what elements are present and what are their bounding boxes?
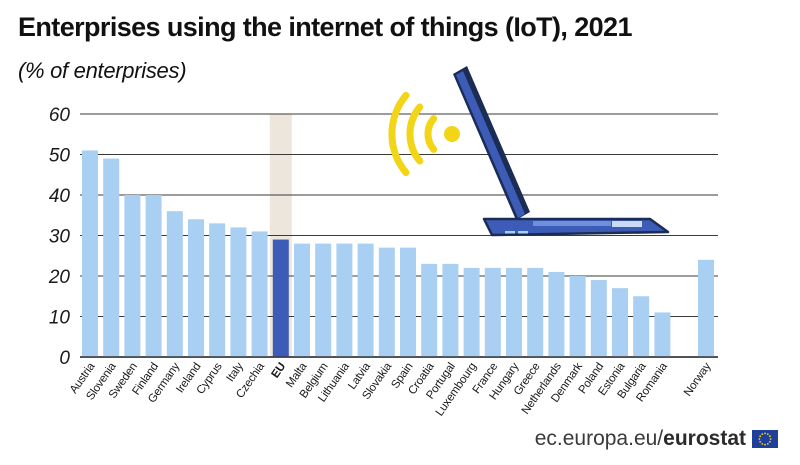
bar-bulgaria	[633, 296, 650, 357]
wifi-arc-inner	[424, 115, 438, 153]
bar-slovakia	[378, 247, 395, 357]
wifi-signal-icon	[388, 91, 460, 177]
bar-hungary	[506, 267, 522, 357]
laptop-screen	[456, 71, 525, 218]
flag-star	[758, 438, 761, 440]
bar-czechia	[251, 231, 268, 357]
bar-luxembourg	[463, 267, 480, 357]
bar-lithuania	[336, 243, 353, 357]
eu-flag-icon	[752, 430, 778, 448]
bar-ireland	[188, 219, 204, 357]
bar-greece	[527, 267, 544, 357]
bar-portugal	[442, 263, 459, 357]
flag-star	[768, 435, 771, 438]
laptop-keyboard	[533, 221, 611, 226]
flag-star	[759, 435, 762, 438]
bar-latvia	[357, 243, 374, 357]
laptop-trackpad	[612, 221, 642, 227]
y-tick-label: 40	[49, 186, 71, 207]
laptop-icon	[453, 66, 670, 237]
bar-italy	[230, 227, 247, 357]
bar-croatia	[421, 263, 438, 357]
bar-eu	[272, 239, 289, 357]
flag-star	[766, 442, 769, 445]
wifi-arc-middle	[406, 103, 424, 165]
bar-finland	[145, 195, 162, 357]
wifi-dot	[444, 126, 460, 142]
y-tick-label: 30	[49, 227, 71, 248]
bar-norway	[698, 259, 714, 357]
laptop-port-2	[518, 231, 528, 234]
bar-denmark	[569, 276, 586, 357]
bar-romania	[654, 312, 671, 357]
source-brand: eurostat	[663, 427, 746, 450]
flag-star	[761, 442, 764, 445]
laptop-port-1	[505, 231, 515, 234]
bar-france	[484, 267, 501, 357]
bar-sweden	[124, 195, 141, 357]
bar-netherlands	[548, 271, 565, 357]
flag-star	[769, 438, 772, 440]
y-tick-label: 0	[59, 348, 70, 369]
bar-estonia	[612, 288, 628, 357]
bar-poland	[590, 280, 607, 357]
chart-subtitle: (% of enterprises)	[18, 58, 187, 83]
wifi-arc-outer	[388, 91, 410, 177]
source-footer: ec.europa.eu/eurostat	[535, 427, 778, 451]
chart-title: Enterprises using the internet of things…	[18, 12, 632, 42]
bar-cyprus	[209, 223, 226, 357]
y-tick-label: 50	[49, 146, 71, 167]
bar-belgium	[315, 243, 332, 357]
y-tick-label: 60	[49, 105, 71, 126]
flag-star	[764, 432, 766, 435]
y-axis-tick-labels: 0 10 20 30 40 50 60	[48, 105, 71, 369]
x-axis-category-labels: AustriaSloveniaSwedenFinlandGermanyIrela…	[68, 360, 714, 418]
flag-star	[759, 440, 762, 443]
flag-star	[768, 440, 771, 443]
flag-star	[764, 443, 766, 446]
flag-star	[761, 433, 764, 436]
bar-austria	[82, 150, 98, 357]
bar-malta	[294, 243, 310, 357]
x-tick-label: Norway	[682, 360, 714, 398]
y-tick-label: 10	[49, 308, 71, 329]
source-site[interactable]: ec.europa.eu/	[534, 427, 664, 450]
flag-star	[766, 433, 769, 436]
bar-spain	[400, 247, 416, 357]
bar-slovenia	[103, 158, 120, 357]
bar-germany	[166, 211, 183, 357]
bars	[80, 150, 718, 358]
y-tick-label: 20	[48, 267, 71, 288]
x-tick-label: EU	[269, 361, 288, 381]
